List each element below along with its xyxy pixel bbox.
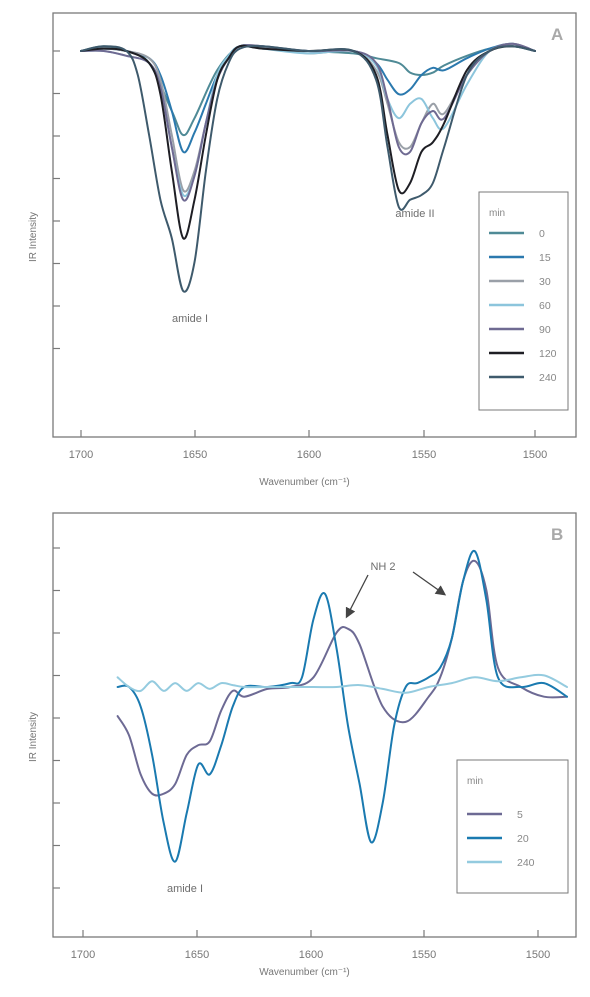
nh2-arrow [345,574,369,619]
panel-a-frame [52,12,577,438]
annotation-amide-ii: amide II [395,208,434,220]
series-line-240-min [116,673,568,694]
nh2-arrow [412,571,447,596]
legend-box [456,759,569,894]
annotation-amide-i: amide I [167,883,203,895]
panel-letter: B [551,525,563,544]
x-tick-label: 1650 [185,949,209,961]
legend-label: 240 [517,857,535,869]
panel-b: 1700 1650 1600 1550 1500 Wavenumber (cm⁻¹) IR … [28,512,577,978]
series-group [116,549,568,863]
panel-b-frame [52,512,577,938]
panel-letter: A [551,25,563,44]
x-tick-label: 1650 [183,449,207,461]
legend-title: min [467,776,483,787]
x-tick-label: 1600 [299,949,323,961]
legend-label: 90 [539,324,551,336]
x-tick-label: 1500 [526,949,550,961]
legend-label: 5 [517,809,523,821]
legend-label: 240 [539,372,557,384]
x-tick-label: 1550 [412,949,436,961]
x-tick-label: 1700 [69,449,93,461]
legend-box [478,191,569,411]
y-axis-title: IR Intensity [28,712,39,762]
legend: min 5 20 240 [456,759,569,894]
annotation-nh-2: NH 2 [370,561,395,573]
series-line-90-min [80,42,536,202]
legend: min 0 15 30 60 90 120 240 [478,191,569,411]
panel-a: 1700 1650 1600 1550 1500 Wavenumber (cm⁻¹) IR … [28,12,577,488]
annotation-amide-i: amide I [172,313,208,325]
legend-label: 15 [539,252,551,264]
legend-label: 120 [539,348,557,360]
x-tick-label: 1600 [297,449,321,461]
series-line-240-min [80,45,536,293]
x-axis-title: Wavenumber (cm⁻¹) [259,477,349,488]
x-tick-label: 1500 [523,449,547,461]
x-tick-label: 1550 [412,449,436,461]
legend-label: 0 [539,228,545,240]
x-tick-label: 1700 [71,949,95,961]
x-axis-title: Wavenumber (cm⁻¹) [259,967,349,978]
legend-title: min [489,208,505,219]
series-line-5-min [116,559,568,797]
series-group [80,42,536,293]
series-line-30-min [80,42,536,193]
legend-label: 20 [517,833,529,845]
series-line-120-min [80,44,536,240]
y-axis-title: IR Intensity [28,212,39,262]
series-line-20-min [116,549,568,863]
legend-label: 60 [539,300,551,312]
legend-label: 30 [539,276,551,288]
